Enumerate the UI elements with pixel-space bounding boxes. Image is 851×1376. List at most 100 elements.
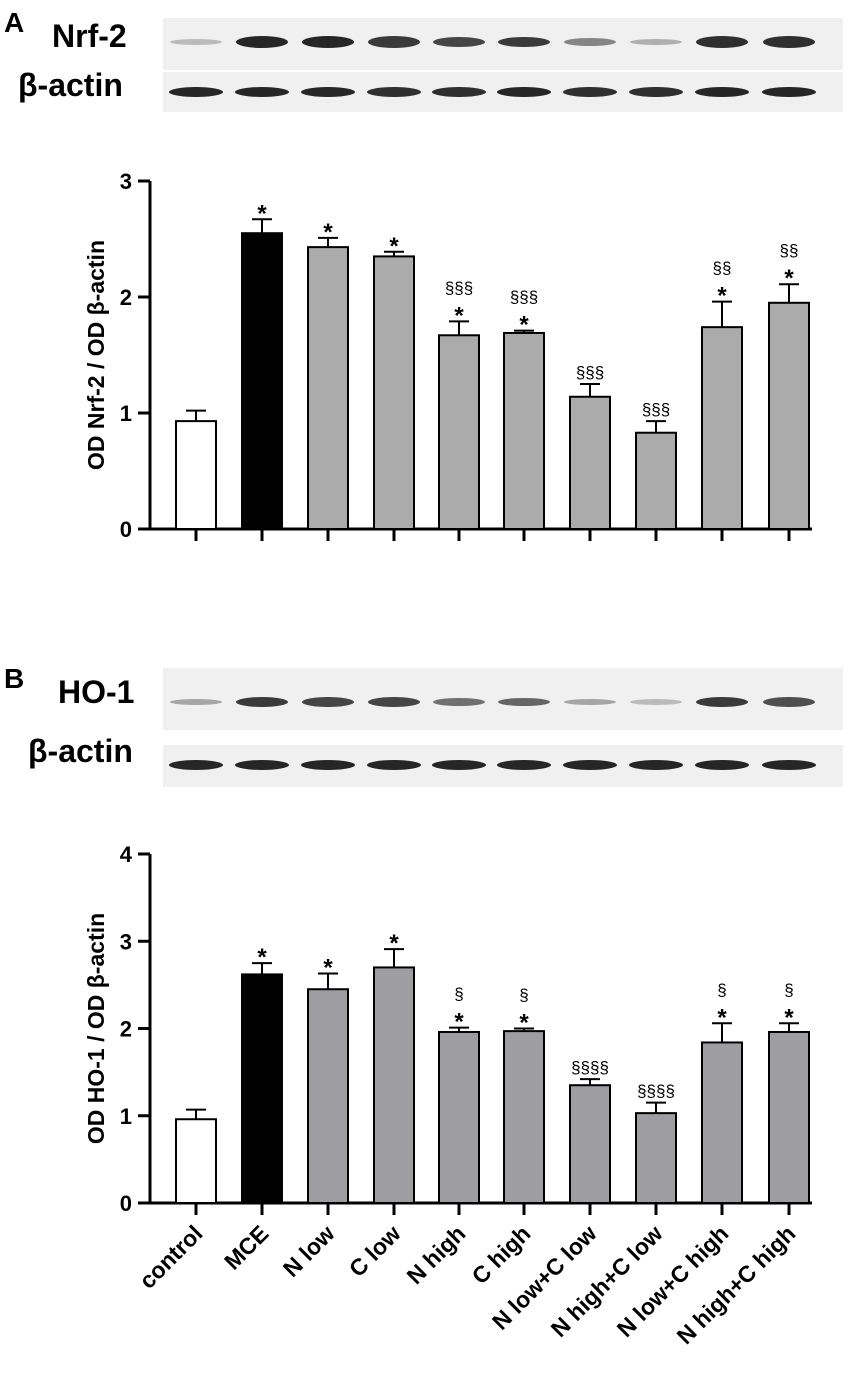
blot-band [367, 760, 421, 770]
panel-b-bar-chart: 0 1 2 3 4 OD HO-1 / OD β-actin control * MCE * N l… [83, 842, 812, 1349]
significance-star: * [454, 302, 464, 329]
significance-section: §§§§ [637, 1082, 675, 1101]
blot-band [695, 760, 749, 770]
x-tick-label: N high [402, 1220, 471, 1289]
panel-a-nrf2-bands [170, 36, 815, 48]
blot-band [696, 697, 748, 707]
blot-band [564, 38, 616, 46]
y-tick-label: 3 [120, 929, 132, 954]
x-tick-label: N high+C high [671, 1220, 800, 1349]
blot-band [235, 760, 289, 770]
y-tick-label: 0 [120, 1191, 132, 1216]
bar-c-low [373, 255, 415, 530]
blot-band [433, 37, 485, 47]
blot-band [696, 36, 748, 48]
significance-star: * [717, 283, 727, 310]
y-tick-label: 2 [120, 1017, 132, 1042]
blot-band [170, 699, 222, 705]
y-tick-label: 1 [120, 401, 132, 426]
blot-band [629, 87, 683, 97]
significance-star: * [784, 265, 794, 292]
y-tick-label: 3 [120, 169, 132, 194]
blot-band [235, 87, 289, 97]
bar-control [175, 1118, 217, 1204]
blot-band [368, 697, 420, 707]
blot-band [433, 698, 485, 706]
significance-section: § [519, 986, 528, 1005]
bar-n-high-c-low [635, 431, 677, 530]
x-tick-label: control [134, 1220, 208, 1294]
blot-band [762, 87, 816, 97]
panel-b-blot-label-actin: β-actin [28, 733, 133, 769]
significance-star: * [323, 219, 333, 246]
significance-section: §§ [713, 259, 732, 278]
blot-band [301, 87, 355, 97]
panel-a-blot-label-nrf2: Nrf-2 [52, 18, 127, 54]
blot-band [695, 87, 749, 97]
blot-band [498, 37, 550, 47]
y-axis-label: OD HO-1 / OD β-actin [83, 913, 109, 1144]
panel-a-blot: A Nrf-2 β-actin [4, 7, 843, 112]
blot-band [169, 760, 223, 770]
panel-b-blot: B HO-1 β-actin [4, 663, 843, 787]
blot-band [630, 39, 682, 45]
bar-n-low-c-low [569, 1084, 611, 1205]
bar-n-low [307, 988, 349, 1204]
significance-star: * [257, 200, 267, 227]
blot-band [236, 697, 288, 707]
significance-section: §§§ [510, 288, 538, 307]
blot-band [629, 760, 683, 770]
blot-band [169, 87, 223, 97]
blot-band [498, 698, 550, 706]
blot-band [302, 36, 354, 48]
blot-band [170, 39, 222, 45]
panel-b-actin-bands [169, 760, 816, 770]
bar-c-high [503, 1030, 545, 1205]
bar-n-low-c-high [701, 326, 743, 530]
blot-band [564, 699, 616, 705]
y-tick-label: 0 [120, 517, 132, 542]
blot-band [563, 87, 617, 97]
x-tick-label: C low [344, 1220, 406, 1282]
significance-section: §§§ [576, 363, 604, 382]
bar-n-high-c-high [768, 1030, 810, 1204]
y-tick-label: 1 [120, 1104, 132, 1129]
blot-band [302, 697, 354, 707]
bar-control [175, 420, 217, 530]
bar-n-low-c-high [701, 1041, 743, 1204]
bar-n-high-c-low [635, 1112, 677, 1204]
panel-a-blot-label-actin: β-actin [18, 67, 123, 103]
significance-section: § [784, 980, 793, 999]
blot-band [301, 760, 355, 770]
significance-star: * [717, 1004, 727, 1031]
panel-a-actin-bands [169, 87, 816, 97]
blot-band [236, 36, 288, 48]
bar-n-low [307, 246, 349, 530]
significance-star: * [389, 930, 399, 957]
x-tick-label: N low [278, 1220, 340, 1282]
panel-b-blot-label-ho1: HO-1 [58, 674, 134, 710]
blot-band [762, 760, 816, 770]
panel-b-letter: B [4, 663, 24, 694]
bar-n-low-c-low [569, 395, 611, 531]
y-axis-label: OD Nrf-2 / OD β-actin [83, 240, 109, 470]
significance-star: * [519, 312, 529, 339]
blot-band [563, 760, 617, 770]
blot-band [497, 87, 551, 97]
significance-star: * [784, 1004, 794, 1031]
bar-mce [241, 973, 283, 1205]
blot-band [432, 87, 486, 97]
significance-star: * [257, 944, 267, 971]
significance-section: §§§§ [571, 1058, 609, 1077]
blot-band [763, 697, 815, 707]
bar-n-high [438, 1030, 480, 1204]
significance-section: §§§ [445, 278, 473, 297]
significance-section: §§§ [642, 400, 670, 419]
blot-band [497, 760, 551, 770]
panel-a-letter: A [4, 7, 24, 38]
significance-star: * [519, 1010, 529, 1037]
x-tick-label: MCE [219, 1220, 274, 1275]
bar-c-low [373, 966, 415, 1204]
